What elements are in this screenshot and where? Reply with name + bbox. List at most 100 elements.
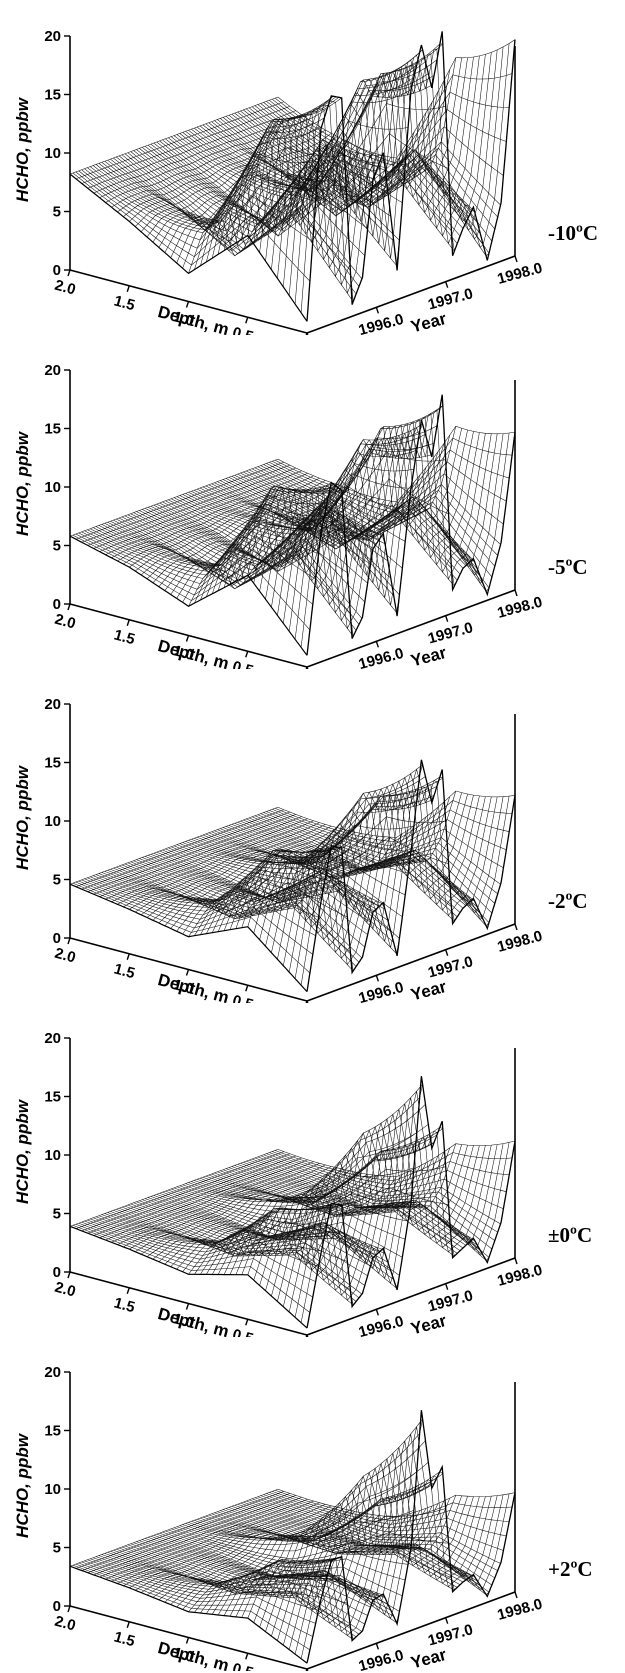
year-tick-mark bbox=[376, 307, 378, 313]
year-tick-label: 1996.0 bbox=[357, 645, 406, 669]
surface-chart-5: HCHO, ppbw Depth, m Year +2ºC 051015202.… bbox=[0, 1336, 625, 1671]
depth-tick-label: 0.5 bbox=[231, 1660, 256, 1671]
z-tick-label: 15 bbox=[44, 421, 61, 438]
depth-tick-mark bbox=[127, 1622, 129, 1628]
side-depth-profile bbox=[70, 884, 307, 991]
side-depth-profile bbox=[70, 174, 307, 321]
surface-panel-1: HCHO, ppbw Depth, m Year -10ºC 0 5 10 15 20 2… bbox=[0, 0, 625, 335]
depth-tick-label: 2.0 bbox=[53, 945, 78, 967]
year-tick-label: 1996.0 bbox=[357, 1647, 406, 1671]
mesh-line-year bbox=[186, 1084, 423, 1200]
temperature-label: -5ºC bbox=[548, 555, 588, 579]
depth-tick-mark bbox=[246, 985, 248, 991]
z-tick-label: 5 bbox=[53, 872, 61, 889]
year-tick-label: 1996.0 bbox=[357, 311, 406, 335]
surface-chart-1: HCHO, ppbw Depth, m Year -10ºC 051015202… bbox=[0, 0, 625, 335]
z-tick-label: 20 bbox=[44, 1364, 61, 1381]
mesh-group bbox=[70, 1410, 515, 1663]
depth-tick-label: 2.0 bbox=[53, 1613, 78, 1635]
mesh-line-year bbox=[275, 1150, 512, 1180]
z-axis-label: HCHO, ppbw bbox=[13, 1432, 32, 1538]
year-tick-mark bbox=[515, 590, 517, 596]
depth-tick-mark bbox=[68, 1606, 70, 1612]
year-tick-mark bbox=[376, 1309, 378, 1315]
z-axis-label: HCHO, ppbw bbox=[13, 764, 32, 870]
mesh-group bbox=[70, 760, 515, 992]
year-tick-label: 1997.0 bbox=[426, 619, 475, 647]
mesh-line-year bbox=[200, 1478, 437, 1539]
z-axis-label: HCHO, ppbw bbox=[13, 1098, 32, 1204]
year-tick-mark bbox=[376, 1643, 378, 1649]
temperature-label: +2ºC bbox=[548, 1557, 593, 1581]
year-tick-mark bbox=[446, 282, 448, 288]
mesh-line-depth bbox=[301, 1427, 509, 1659]
mesh-group bbox=[70, 395, 515, 656]
mesh-line-year bbox=[125, 1546, 362, 1632]
year-tick-mark bbox=[446, 1618, 448, 1624]
depth-tick-mark bbox=[187, 636, 189, 642]
year-tick-mark bbox=[515, 924, 517, 930]
depth-tick-label: 2.0 bbox=[53, 277, 78, 299]
mesh-line-depth bbox=[283, 52, 491, 287]
z-tick-label: 15 bbox=[44, 87, 61, 104]
year-tick-mark bbox=[515, 1258, 517, 1264]
year-tick-mark bbox=[376, 975, 378, 981]
mesh-line-year bbox=[266, 101, 503, 187]
year-tick-label: 1997.0 bbox=[426, 1287, 475, 1315]
depth-tick-mark bbox=[68, 270, 70, 276]
mesh-line-year bbox=[148, 506, 385, 562]
z-tick-label: 20 bbox=[44, 696, 61, 713]
depth-tick-label: 1.5 bbox=[112, 960, 137, 982]
depth-tick-mark bbox=[68, 1272, 70, 1278]
depth-tick-mark bbox=[68, 938, 70, 944]
depth-tick-mark bbox=[127, 1288, 129, 1294]
depth-tick-mark bbox=[127, 954, 129, 960]
z-tick-label: 20 bbox=[44, 1030, 61, 1047]
depth-tick-mark bbox=[127, 620, 129, 626]
temperature-label: -10ºC bbox=[548, 221, 598, 245]
surface-chart-2: HCHO, ppbw Depth, m Year -5ºC 051015202.… bbox=[0, 334, 625, 669]
mesh-line-year bbox=[183, 1097, 420, 1202]
z-tick-label: 10 bbox=[44, 1147, 61, 1164]
z-tick-label: 10 bbox=[44, 145, 61, 162]
year-tick-label: 1997.0 bbox=[426, 953, 475, 981]
year-tick-label: 1996.0 bbox=[357, 1313, 406, 1337]
year-axis-label: Year bbox=[409, 643, 449, 669]
depth-tick-label: 1.5 bbox=[112, 626, 137, 648]
depth-tick-mark bbox=[246, 1319, 248, 1325]
depth-tick-label: 1.5 bbox=[112, 292, 137, 314]
year-tick-label: 1998.0 bbox=[495, 1262, 544, 1290]
depth-tick-mark bbox=[68, 604, 70, 610]
mesh-line-year bbox=[70, 884, 307, 991]
year-tick-label: 1997.0 bbox=[426, 285, 475, 313]
year-tick-label: 1997.0 bbox=[426, 1621, 475, 1649]
year-tick-label: 1998.0 bbox=[495, 260, 544, 288]
depth-tick-mark bbox=[127, 286, 129, 292]
z-axis-label: HCHO, ppbw bbox=[13, 430, 32, 536]
mesh-line-year bbox=[206, 1474, 443, 1537]
mesh-line-year bbox=[183, 52, 420, 189]
surface-panel-3: HCHO, ppbw Depth, m Year -2ºC 0 5 10 15 20 2.… bbox=[0, 668, 625, 1003]
z-tick-label: 15 bbox=[44, 755, 61, 772]
mesh-line-year bbox=[252, 1159, 489, 1257]
year-tick-label: 1996.0 bbox=[357, 979, 406, 1003]
z-tick-label: 5 bbox=[53, 1540, 61, 1557]
depth-tick-mark bbox=[187, 1304, 189, 1310]
mesh-line-depth bbox=[242, 1483, 450, 1617]
z-tick-label: 10 bbox=[44, 479, 61, 496]
year-tick-label: 1998.0 bbox=[495, 1596, 544, 1624]
temperature-label: -2ºC bbox=[548, 889, 588, 913]
year-tick-mark bbox=[515, 1592, 517, 1598]
mesh-line-depth bbox=[236, 1490, 444, 1617]
z-tick-label: 10 bbox=[44, 1481, 61, 1498]
mesh-line-year bbox=[122, 865, 359, 962]
mesh-line-year bbox=[70, 174, 307, 321]
year-axis-label: Year bbox=[409, 309, 449, 335]
surface-panel-4: HCHO, ppbw Depth, m Year ±0ºC 0 5 10 15 20 2.… bbox=[0, 1002, 625, 1337]
year-tick-mark bbox=[515, 256, 517, 262]
depth-tick-label: 2.0 bbox=[53, 611, 78, 633]
mesh-line-year bbox=[186, 765, 423, 863]
z-tick-label: 5 bbox=[53, 538, 61, 555]
depth-tick-mark bbox=[187, 1638, 189, 1644]
